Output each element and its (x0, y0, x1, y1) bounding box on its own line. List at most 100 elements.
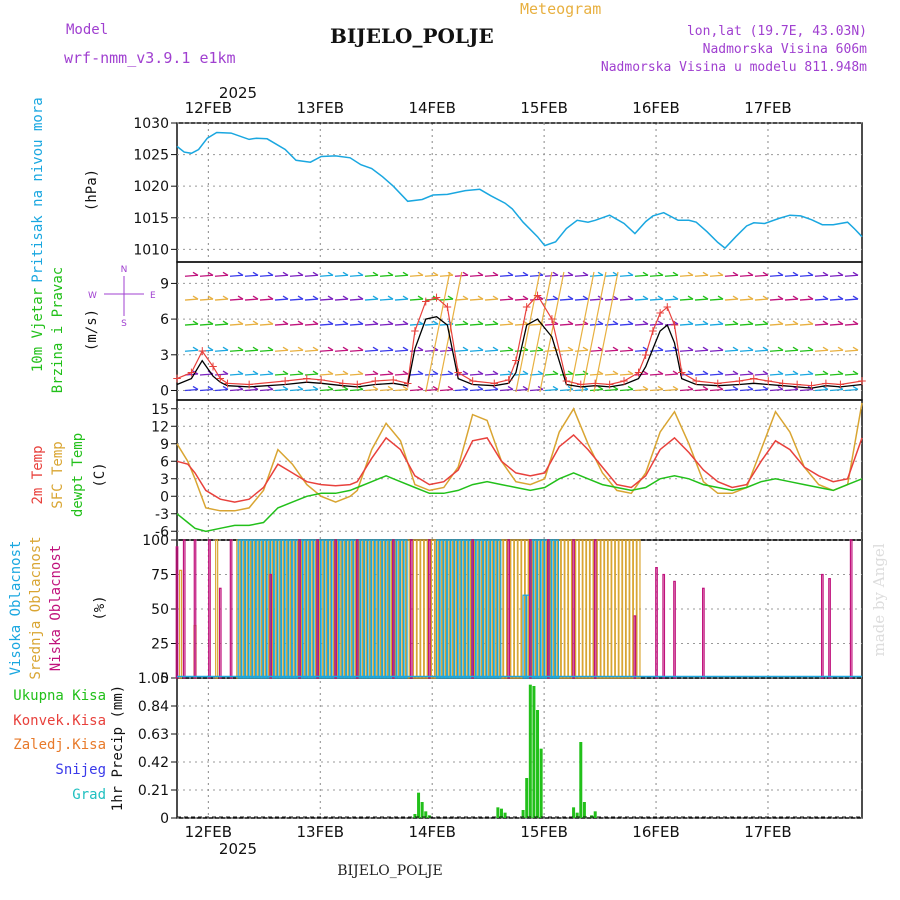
wind-vector (304, 349, 319, 352)
wind-vector-head (762, 370, 769, 375)
wind-vector-head (762, 346, 769, 351)
high-cloud-bar (363, 539, 369, 679)
sfc-temp-label: SFC Temp (50, 441, 66, 508)
precip-bar (528, 684, 532, 818)
wind-vector-head (552, 295, 559, 300)
dewpt-label: dewpt Temp (70, 433, 86, 517)
wind-vector (259, 298, 274, 301)
strong-wind-vector (581, 271, 607, 393)
wind-vector-head (372, 370, 379, 375)
wind-vector-head (597, 385, 604, 391)
high-cloud-bar (479, 539, 484, 679)
wind-vector-head (777, 346, 784, 351)
wind-vector (319, 373, 334, 376)
wind-vector (694, 373, 709, 376)
wind-vector-head (297, 370, 304, 375)
wind-vector (274, 373, 289, 376)
wind-vector-head (822, 271, 829, 276)
wind-vector-head (357, 370, 364, 375)
wind-vector (244, 349, 259, 352)
mid-cloud-bar (564, 539, 569, 679)
wind-vector-head (372, 385, 379, 391)
wind-vector-head (702, 346, 709, 351)
gust-marker: + (806, 379, 816, 393)
high-cloud-bar (349, 539, 354, 679)
y-tick-label: 1.05 (138, 671, 169, 687)
wind-vector-head (297, 271, 304, 276)
wind-vector (214, 388, 229, 392)
strong-wind-vector (593, 271, 619, 393)
wind-vector (259, 373, 274, 376)
wind-vector (229, 323, 244, 326)
low-cloud-bar (471, 539, 474, 679)
wind-vector (379, 323, 394, 326)
wind-vector (724, 298, 739, 301)
wind-vector-head (492, 346, 499, 351)
wind-vector-head (282, 320, 289, 325)
strong-wind-vector (425, 271, 451, 393)
wind-vector (304, 373, 319, 376)
gust-marker: + (442, 300, 452, 314)
wind-vector-head (372, 346, 379, 351)
wind-vector (484, 388, 499, 392)
high-cloud-bar (457, 539, 462, 679)
wind-vector-head (822, 346, 829, 351)
wind-vector-head (252, 295, 259, 300)
wind-vector (439, 298, 454, 301)
wind-vector-head (477, 370, 484, 375)
wind-vector-head (642, 295, 649, 300)
wind-vector-head (762, 271, 769, 276)
wind-vector (679, 323, 694, 326)
wind-vector-head (312, 271, 319, 276)
gust-marker: + (641, 348, 651, 362)
wind-vector-head (627, 320, 634, 325)
precip-bar (572, 807, 576, 818)
station-title: BIJELO_POLJE (330, 24, 494, 48)
wind-vector (709, 298, 724, 301)
wind-vector (319, 298, 334, 301)
wind-vector (679, 373, 694, 376)
wind-vector-head (627, 385, 634, 391)
wind-vector-head (702, 320, 709, 325)
wind-vector (484, 349, 499, 352)
wind-vector (514, 274, 529, 277)
wind-vector (394, 373, 409, 376)
high-cloud-bar (453, 539, 459, 679)
low-cloud-bar (355, 539, 359, 679)
high-cloud-bar (302, 539, 307, 679)
wind-vector-head (507, 320, 514, 325)
precip-bar (539, 748, 543, 818)
wind-vector-head (672, 271, 679, 276)
low-cloud-bar (409, 539, 413, 679)
wind-vector-head (372, 320, 379, 325)
high-cloud-bar (443, 539, 448, 679)
mid-cloud-bar (585, 539, 591, 679)
high-cloud-bar (259, 539, 264, 679)
wind-vector-head (312, 295, 319, 300)
wind-vector (664, 388, 679, 392)
wind-vector-head (342, 370, 349, 375)
mid-cloud-bar (423, 539, 428, 679)
gust-marker: + (576, 378, 586, 392)
precip-ylabel: 1hr Precip (mm) (110, 685, 126, 811)
wind-vector (844, 349, 859, 352)
gust-marker: + (792, 378, 802, 392)
wind-vector (424, 373, 439, 376)
precip-bar (417, 792, 421, 818)
wind-vector-head (537, 370, 544, 375)
wind-ylabel-2: Brzina i Pravac (50, 267, 66, 393)
wind-vector (214, 274, 229, 277)
wind-vector-head (822, 320, 829, 325)
wind-vector-head (852, 385, 859, 391)
wind-vector-head (732, 271, 739, 276)
wind-vector (799, 298, 814, 301)
wind-vector-head (267, 370, 274, 375)
wind-vector (799, 274, 814, 277)
wind-vector-head (207, 346, 214, 351)
low-cloud-bar (820, 573, 824, 679)
wind-vector-head (312, 346, 319, 351)
wind-vector-head (342, 271, 349, 276)
wind-vector-head (222, 320, 229, 325)
high-cloud-bar (396, 539, 401, 679)
